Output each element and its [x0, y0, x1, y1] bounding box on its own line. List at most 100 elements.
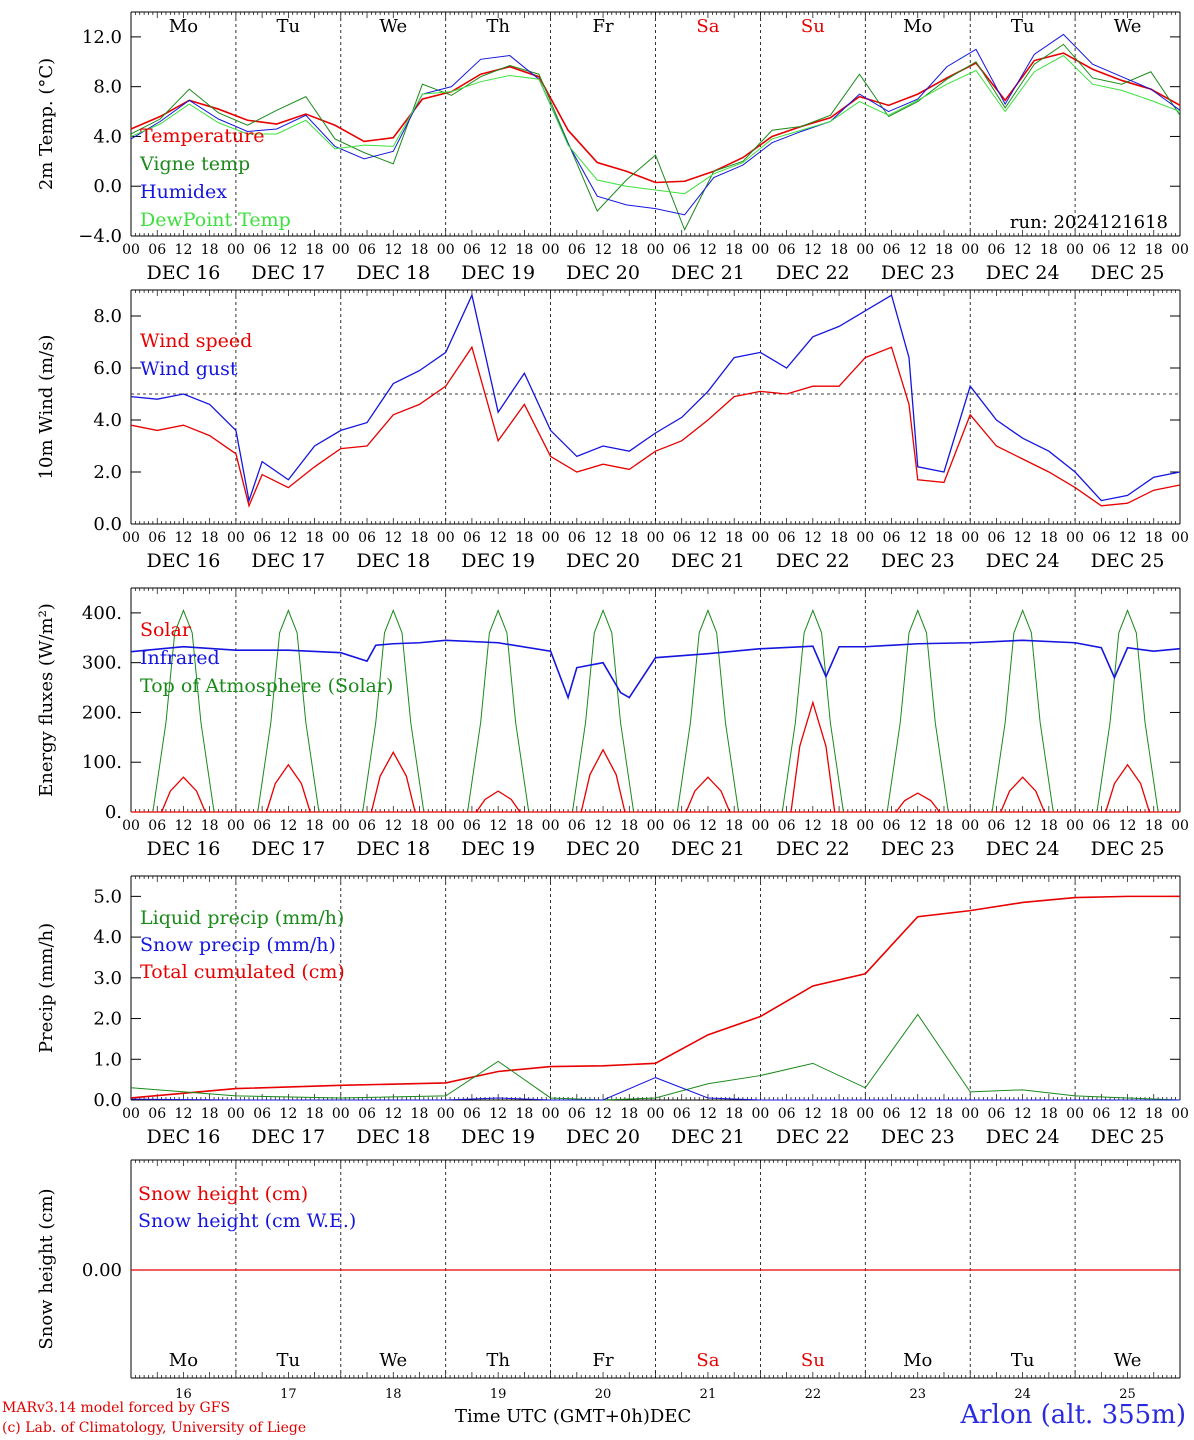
- y-tick-label: 8.0: [93, 306, 122, 327]
- x-hour-label: 06: [883, 242, 901, 258]
- x-hour-label: 00: [1066, 530, 1084, 546]
- weekday-label: Tu: [1011, 16, 1035, 37]
- legend-snow-precip-mm-h-: Snow precip (mm/h): [140, 934, 336, 956]
- x-hour-label: 00: [961, 1106, 979, 1122]
- x-hour-label: 00: [856, 1106, 874, 1122]
- x-hour-label: 18: [306, 530, 324, 546]
- x-hour-label: 18: [515, 530, 533, 546]
- date-label: DEC 25: [1091, 550, 1165, 572]
- y-tick-label: 300.: [82, 653, 122, 674]
- infrared-line: [130, 639, 1181, 701]
- toa-solar-arch: [362, 609, 425, 813]
- x-hour-label: 06: [463, 818, 481, 834]
- solar-bump: [1000, 776, 1046, 813]
- weekday-label: Tu: [277, 1350, 301, 1371]
- x-hour-label: 06: [358, 530, 376, 546]
- x-hour-label: 12: [804, 530, 822, 546]
- legend-wind-gust: Wind gust: [140, 358, 238, 380]
- run-annotation: run: 2024121618: [1010, 212, 1168, 233]
- x-hour-label: 18: [620, 530, 638, 546]
- date-label: DEC 22: [776, 1126, 850, 1148]
- legend-wind-speed: Wind speed: [140, 330, 252, 352]
- date-label: DEC 21: [671, 1126, 745, 1148]
- x-hour-label: 12: [909, 530, 927, 546]
- legend-infrared: Infrared: [140, 647, 220, 669]
- solar-bump: [895, 792, 941, 813]
- legend-humidex: Humidex: [140, 181, 227, 203]
- date-label: DEC 23: [881, 1126, 955, 1148]
- y-tick-label: −4.0: [78, 226, 122, 247]
- x-hour-label: 00: [332, 1106, 350, 1122]
- x-hour-label: 18: [1040, 1106, 1058, 1122]
- x-hour-label: 18: [935, 242, 953, 258]
- x-hour-label: 18: [515, 242, 533, 258]
- y-tick-label: 0.0: [93, 514, 122, 535]
- x-hour-label: 12: [175, 818, 193, 834]
- x-hour-label: 00: [647, 818, 665, 834]
- x-hour-label: 06: [463, 242, 481, 258]
- x-hour-label: 00: [542, 818, 560, 834]
- x-hour-label: 06: [1092, 242, 1110, 258]
- x-hour-label: 00: [122, 530, 140, 546]
- date-label: DEC 18: [356, 838, 430, 860]
- date-label: DEC 16: [147, 1126, 221, 1148]
- x-hour-label: 18: [620, 818, 638, 834]
- x-hour-label: 00: [122, 242, 140, 258]
- date-label: DEC 18: [356, 262, 430, 284]
- y-tick-label: 0.00: [82, 1260, 122, 1281]
- x-hour-label: 18: [1040, 818, 1058, 834]
- x-hour-label: 18: [306, 818, 324, 834]
- toa-solar-arch: [571, 609, 635, 813]
- x-hour-label: 18: [201, 818, 219, 834]
- lab-credit: (c) Lab. of Climatology, University of L…: [2, 1420, 307, 1436]
- legend-liquid-precip-mm-h-: Liquid precip (mm/h): [140, 907, 344, 929]
- day-number-label: 21: [700, 1387, 717, 1402]
- weekday-label: We: [379, 1350, 407, 1371]
- x-hour-label: 12: [699, 530, 717, 546]
- x-hour-label: 12: [489, 530, 507, 546]
- x-hour-label: 00: [542, 530, 560, 546]
- x-hour-label: 12: [384, 818, 402, 834]
- solar-bump: [265, 763, 311, 813]
- date-label: DEC 23: [881, 550, 955, 572]
- x-hour-label: 12: [1119, 530, 1137, 546]
- x-hour-label: 06: [568, 242, 586, 258]
- x-hour-label: 18: [830, 242, 848, 258]
- x-hour-label: 18: [725, 1106, 743, 1122]
- date-label: DEC 21: [671, 262, 745, 284]
- weekday-label: Th: [486, 1350, 510, 1371]
- y-tick-label: 4.0: [93, 927, 122, 948]
- x-hour-label: 18: [515, 818, 533, 834]
- x-hour-label: 06: [883, 818, 901, 834]
- x-hour-label: 18: [306, 242, 324, 258]
- date-label: DEC 19: [461, 1126, 535, 1148]
- legend-snow-height-cm-: Snow height (cm): [138, 1183, 308, 1205]
- series-line-temperature: [130, 52, 1181, 184]
- date-label: DEC 21: [671, 550, 745, 572]
- legend-vigne-temp: Vigne temp: [139, 153, 250, 175]
- weekday-label: Th: [486, 16, 510, 37]
- date-label: DEC 23: [881, 262, 955, 284]
- x-hour-label: 06: [253, 1106, 271, 1122]
- x-hour-label: 12: [1014, 242, 1032, 258]
- date-label: DEC 16: [147, 262, 221, 284]
- x-hour-label: 00: [437, 530, 455, 546]
- x-hour-label: 12: [384, 1106, 402, 1122]
- x-hour-label: 12: [594, 530, 612, 546]
- x-hour-label: 18: [830, 1106, 848, 1122]
- x-hour-label: 18: [935, 1106, 953, 1122]
- x-hour-label: 06: [778, 1106, 796, 1122]
- x-hour-label: 06: [253, 818, 271, 834]
- date-label: DEC 23: [881, 838, 955, 860]
- x-hour-label: 06: [778, 818, 796, 834]
- y-tick-label: 6.0: [93, 358, 122, 379]
- date-label: DEC 17: [251, 262, 325, 284]
- x-hour-label: 12: [384, 242, 402, 258]
- toa-solar-arch: [152, 609, 215, 813]
- model-credit: MARv3.14 model forced by GFS: [2, 1400, 231, 1416]
- y-tick-label: 4.0: [93, 126, 122, 147]
- x-hour-label: 00: [437, 242, 455, 258]
- day-number-label: 18: [385, 1387, 402, 1402]
- panel-1: [130, 11, 1181, 237]
